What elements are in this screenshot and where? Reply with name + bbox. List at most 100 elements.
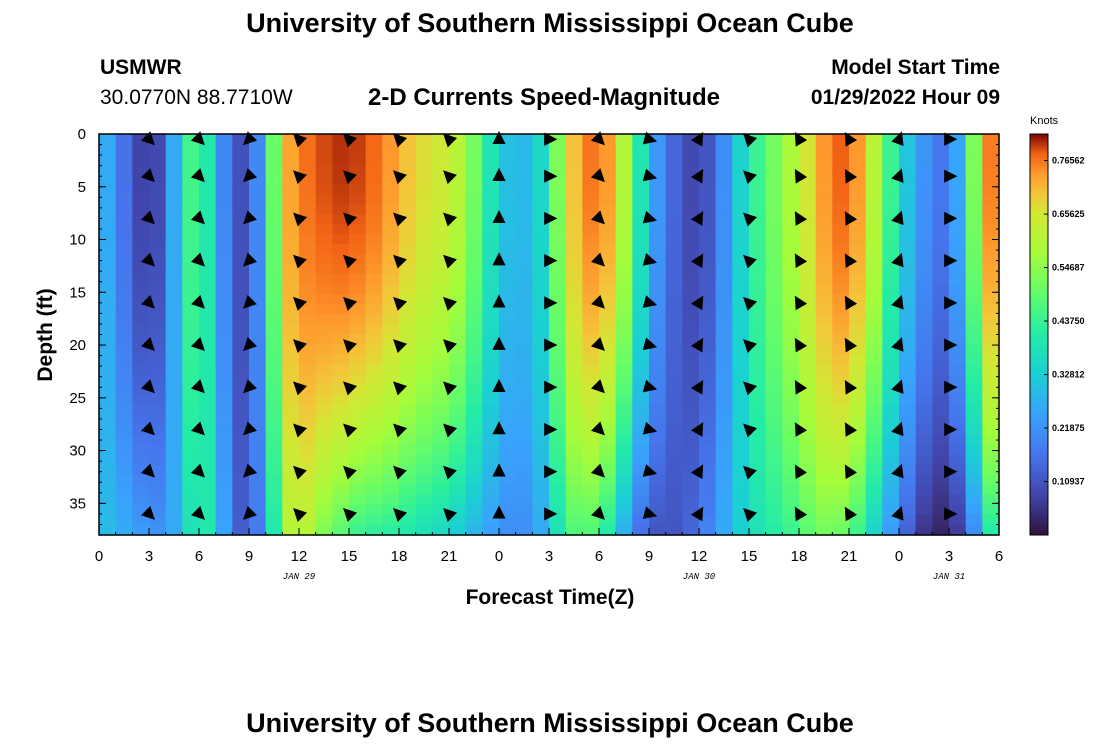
heatmap-cell <box>215 144 233 155</box>
heatmap-cell <box>715 494 733 506</box>
heatmap-cell <box>582 484 600 496</box>
heatmap-cell <box>765 354 783 366</box>
heatmap-cell <box>165 364 183 376</box>
heatmap-cell <box>665 414 683 426</box>
heatmap-cell <box>232 244 250 255</box>
heatmap-cell <box>315 464 333 476</box>
heatmap-cell <box>849 304 867 316</box>
heatmap-cell <box>365 364 383 376</box>
heatmap-cell <box>532 194 550 205</box>
heatmap-cell <box>899 264 917 275</box>
heatmap-cell <box>765 434 783 446</box>
heatmap-cell <box>149 214 167 225</box>
current-vector <box>690 295 704 311</box>
heatmap-cell <box>715 304 733 316</box>
heatmap-cell <box>165 464 183 476</box>
heatmap-cell <box>882 374 900 386</box>
heatmap-cell <box>115 214 133 225</box>
heatmap-cell <box>449 274 467 285</box>
heatmap-cell <box>815 244 833 255</box>
heatmap-cell <box>632 354 650 366</box>
heatmap-cell <box>865 184 883 195</box>
date-label: JAN 31 <box>933 572 965 582</box>
heatmap-cell <box>165 134 183 145</box>
heatmap-cell <box>99 304 117 316</box>
heatmap-cell <box>99 234 117 245</box>
heatmap-cell <box>432 284 450 295</box>
heatmap-cell <box>599 154 617 165</box>
heatmap-cell <box>699 334 717 346</box>
heatmap-cell <box>799 494 817 506</box>
heatmap-cell <box>682 364 700 376</box>
heatmap-cell <box>682 484 700 496</box>
heatmap-cell <box>965 424 983 436</box>
heatmap-cell <box>349 304 367 316</box>
heatmap-cell <box>982 404 1000 416</box>
heatmap-cell <box>649 504 667 516</box>
heatmap-cell <box>782 284 800 295</box>
heatmap-cell <box>399 414 417 426</box>
heatmap-cell <box>315 444 333 456</box>
heatmap-cell <box>382 344 400 356</box>
heatmap-cell <box>165 244 183 255</box>
heatmap-cell <box>465 384 483 396</box>
heatmap-cell <box>932 504 950 516</box>
heatmap-cell <box>699 454 717 466</box>
heatmap-cell <box>965 454 983 466</box>
heatmap-cell <box>399 404 417 416</box>
heatmap-cell <box>799 374 817 386</box>
heatmap-cell <box>549 494 567 506</box>
heatmap-cell <box>99 474 117 486</box>
heatmap-cell <box>365 304 383 316</box>
heatmap-cell <box>982 434 1000 446</box>
heatmap-cell <box>132 354 150 366</box>
current-vector <box>443 170 458 185</box>
heatmap-cell <box>249 134 267 145</box>
heatmap-cell <box>899 384 917 396</box>
heatmap-cell <box>282 474 300 486</box>
heatmap-cell <box>432 394 450 406</box>
heatmap-cell <box>799 234 817 245</box>
heatmap-cell <box>599 294 617 306</box>
heatmap-cell <box>199 294 217 306</box>
heatmap-cell <box>665 504 683 516</box>
current-vector <box>293 381 308 396</box>
heatmap-cell <box>165 324 183 336</box>
heatmap-cell <box>815 494 833 506</box>
heatmap-cell <box>965 384 983 396</box>
heatmap-cell <box>382 224 400 235</box>
heatmap-cell <box>782 454 800 466</box>
heatmap-cell <box>932 464 950 476</box>
heatmap-cell <box>849 284 867 295</box>
heatmap-cell <box>632 414 650 426</box>
heatmap-cell <box>982 474 1000 486</box>
heatmap-cell <box>349 504 367 516</box>
heatmap-cell <box>715 194 733 205</box>
heatmap-cell <box>99 344 117 356</box>
heatmap-cell <box>182 374 200 386</box>
heatmap-cell <box>899 414 917 426</box>
heatmap-cell <box>232 284 250 295</box>
heatmap-cell <box>915 254 933 265</box>
heatmap-cell <box>215 194 233 205</box>
heatmap-cell <box>465 504 483 516</box>
heatmap-cell <box>782 414 800 426</box>
heatmap-cell <box>332 384 350 396</box>
heatmap-cell <box>565 174 583 185</box>
heatmap-cell <box>199 394 217 406</box>
heatmap-cell <box>832 304 850 316</box>
heatmap-cell <box>815 434 833 446</box>
heatmap-cell <box>565 154 583 165</box>
heatmap-cell <box>332 414 350 426</box>
heatmap-cell <box>982 494 1000 506</box>
heatmap-cell <box>282 404 300 416</box>
heatmap-cell <box>515 494 533 506</box>
heatmap-cell <box>682 264 700 275</box>
x-tick-label: 6 <box>595 548 603 565</box>
heatmap-cell <box>549 334 567 346</box>
heatmap-cell <box>782 484 800 496</box>
heatmap-cell <box>282 314 300 326</box>
heatmap-cell <box>415 394 433 406</box>
heatmap-cell <box>882 394 900 406</box>
heatmap-cell <box>249 214 267 225</box>
